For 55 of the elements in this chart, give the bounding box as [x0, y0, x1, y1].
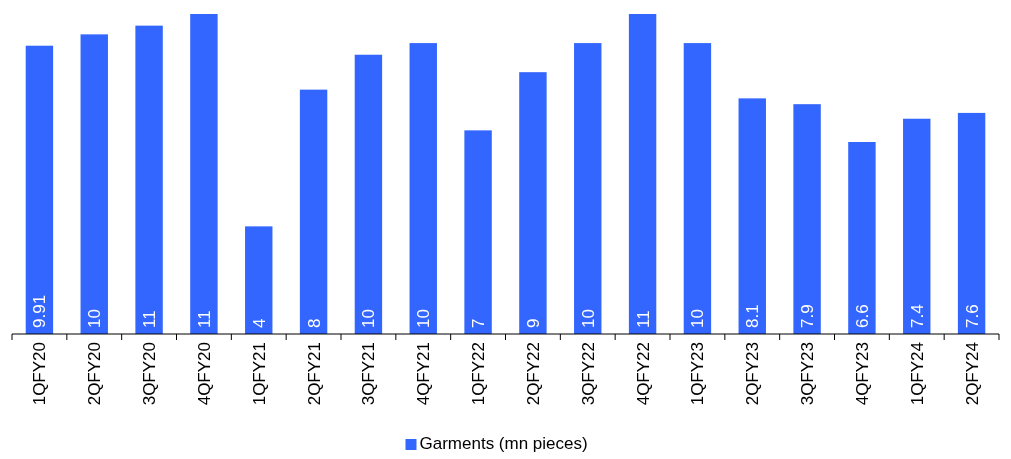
bar [793, 104, 821, 334]
data-label: 7.6 [962, 304, 982, 328]
bar [848, 142, 876, 334]
x-tick-label: 2QFY23 [743, 342, 763, 406]
x-tick-label: 4QFY23 [852, 342, 872, 406]
data-label: 7.4 [907, 304, 927, 328]
x-tick-label: 3QFY21 [359, 342, 379, 406]
data-label: 10 [85, 309, 105, 328]
data-label: 10 [688, 309, 708, 328]
x-tick-label: 2QFY20 [85, 342, 105, 406]
x-tick-label: 4QFY20 [194, 342, 214, 406]
x-tick-label: 2QFY24 [962, 342, 982, 406]
x-tick-label: 1QFY23 [688, 342, 708, 406]
data-label: 6.6 [852, 304, 872, 328]
data-label: 8.1 [743, 304, 763, 328]
x-tick-label: 1QFY24 [907, 342, 927, 406]
bar [80, 34, 108, 334]
bar [25, 45, 54, 334]
bar [354, 54, 383, 334]
x-tick-label: 3QFY22 [578, 342, 598, 406]
data-label: 10 [414, 309, 434, 328]
x-tick-label: 4QFY21 [414, 342, 434, 406]
data-label: 9.91 [30, 294, 50, 328]
bar [738, 98, 766, 334]
bar [683, 43, 712, 334]
x-tick-label: 1QFY22 [469, 342, 489, 406]
bar [190, 14, 218, 334]
bar [957, 112, 986, 334]
data-label: 11 [633, 310, 653, 328]
data-label: 10 [359, 309, 379, 328]
bar [574, 43, 602, 334]
data-label: 7.9 [798, 304, 818, 328]
bar [903, 118, 931, 334]
x-tick-label: 3QFY23 [798, 342, 818, 406]
legend-label: Garments (mn pieces) [419, 434, 588, 453]
bar [519, 72, 547, 334]
data-label: 4 [249, 318, 269, 328]
data-label: 9 [523, 318, 543, 328]
x-tick-label: 1QFY21 [249, 342, 269, 406]
data-label: 8 [304, 318, 324, 328]
bar [245, 226, 273, 334]
bar [464, 130, 492, 334]
data-label: 7 [469, 318, 489, 328]
data-label: 11 [140, 310, 160, 328]
data-label: 11 [194, 310, 214, 328]
x-tick-label: 3QFY20 [140, 342, 160, 406]
bar [299, 89, 328, 334]
x-tick-label: 4QFY22 [633, 342, 653, 406]
x-tick-label: 1QFY20 [30, 342, 50, 406]
bar [135, 25, 163, 334]
x-tick-label: 2QFY22 [523, 342, 543, 406]
x-tick-label: 2QFY21 [304, 342, 324, 406]
bar [628, 14, 657, 334]
data-label: 10 [578, 309, 598, 328]
bar [409, 43, 437, 334]
